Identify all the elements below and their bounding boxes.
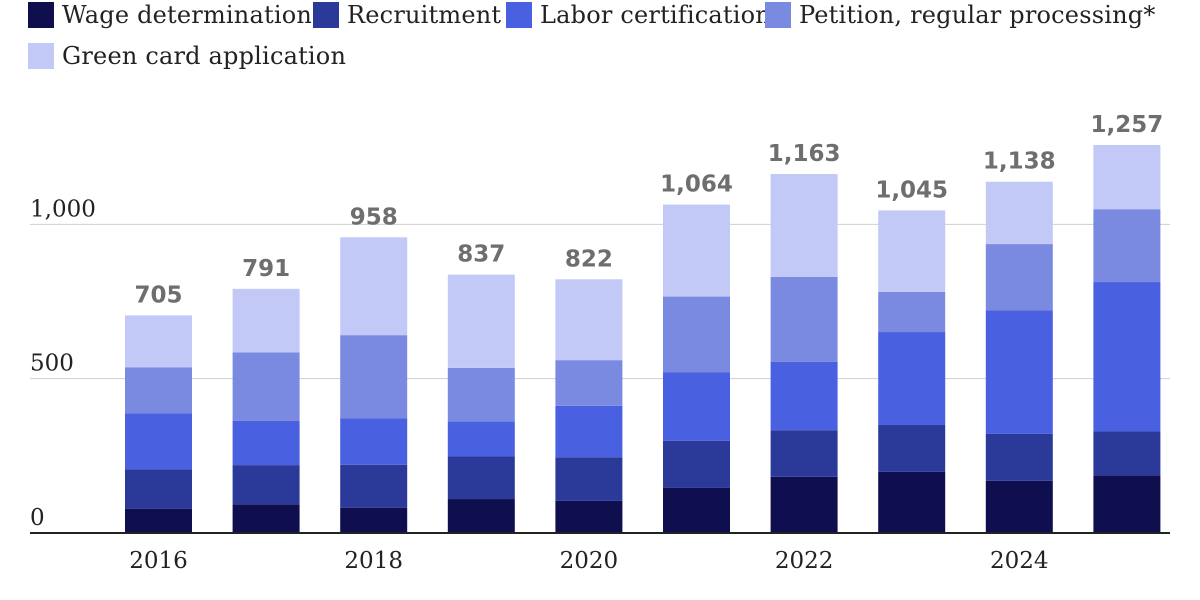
bar-segment <box>985 181 1053 245</box>
bar-segment <box>770 361 838 431</box>
legend-label-wage-determination: Wage determination <box>62 1 312 29</box>
legend-label-petition-regular-processing: Petition, regular processing* <box>799 1 1156 29</box>
legend-swatch-petition-regular-processing <box>765 2 791 28</box>
bar-segment <box>663 372 730 441</box>
bar-total-label: 1,163 <box>768 141 841 167</box>
legend-label-labor-certification: Labor certification <box>540 1 771 29</box>
legend-item-labor-certification: Labor certification <box>506 0 771 30</box>
bar-segment <box>1093 209 1161 283</box>
bar-segment <box>555 500 623 533</box>
bar-segment <box>447 274 515 368</box>
bar-segment <box>555 279 623 361</box>
legend-swatch-green-card-application <box>28 43 54 69</box>
bar-segment <box>770 430 838 477</box>
bar-segment <box>1093 145 1161 210</box>
bar-segment <box>232 352 300 421</box>
legend-item-green-card-application: Green card application <box>28 41 346 71</box>
bar-segment <box>125 315 192 368</box>
bar-total-label: 1,257 <box>1091 112 1164 138</box>
bar-total-label: 1,138 <box>983 149 1056 175</box>
bar-segment <box>663 204 730 297</box>
bar-segment <box>878 471 946 533</box>
bar-segment <box>770 174 838 277</box>
bar-segment <box>663 487 730 533</box>
bar-total-label: 837 <box>457 242 505 268</box>
bar-total-label: 822 <box>565 246 613 272</box>
bar-total-label: 791 <box>242 256 290 282</box>
y-tick-label: 500 <box>30 351 74 377</box>
bar-segment <box>340 464 408 508</box>
y-tick-label: 0 <box>30 505 45 531</box>
bar-segment <box>555 405 623 458</box>
legend-item-petition-regular-processing: Petition, regular processing* <box>765 0 1156 30</box>
bar-total-label: 958 <box>350 204 398 230</box>
x-tick-label: 2018 <box>344 548 403 574</box>
bar-total-label: 705 <box>134 282 182 308</box>
legend-swatch-recruitment <box>313 2 339 28</box>
legend-label-recruitment: Recruitment <box>347 1 502 29</box>
bar-segment <box>232 420 300 466</box>
bar-total-label: 1,064 <box>660 172 733 198</box>
bar-segment <box>878 332 946 425</box>
bar-segment <box>1093 431 1161 476</box>
bar-total-label: 1,045 <box>875 177 948 203</box>
bar-segment <box>1093 282 1161 432</box>
bar-segment <box>985 433 1053 481</box>
bar-segment <box>125 508 192 533</box>
bar-segment <box>555 360 623 406</box>
bar-segment <box>125 469 192 509</box>
bar-segment <box>878 210 946 292</box>
legend-swatch-labor-certification <box>506 2 532 28</box>
bar-segment <box>447 367 515 422</box>
bar-segment <box>985 310 1053 434</box>
bar-segment <box>770 476 838 533</box>
legend-item-wage-determination: Wage determination <box>28 0 312 30</box>
bar-segment <box>770 276 838 362</box>
bar-segment <box>232 288 300 353</box>
bar-segment <box>447 456 515 500</box>
bar-segment <box>663 440 730 488</box>
bar-segment <box>232 465 300 505</box>
bar-segment <box>340 237 408 336</box>
y-tick-label: 1,000 <box>30 196 96 222</box>
legend-label-green-card-application: Green card application <box>62 42 347 70</box>
bar-segment <box>125 413 192 470</box>
bar-segment <box>1093 475 1161 533</box>
bar-segment <box>340 418 408 465</box>
legend-swatch-wage-determination <box>28 2 54 28</box>
bar-segment <box>878 424 946 472</box>
bar-segment <box>878 291 946 333</box>
x-tick-label: 2016 <box>129 548 188 574</box>
legend-item-recruitment: Recruitment <box>313 0 501 30</box>
bar-segment <box>232 504 300 533</box>
x-tick-label: 2024 <box>990 548 1049 574</box>
bar-segment <box>985 244 1053 311</box>
bar-segment <box>340 335 408 419</box>
bar-segment <box>663 296 730 373</box>
bar-segment <box>340 507 408 533</box>
bar-segment <box>985 480 1053 533</box>
bar-segment <box>125 367 192 414</box>
x-tick-label: 2022 <box>775 548 834 574</box>
bar-segment <box>447 499 515 533</box>
bar-segment <box>447 421 515 457</box>
x-tick-label: 2020 <box>560 548 619 574</box>
bar-segment <box>555 457 623 501</box>
